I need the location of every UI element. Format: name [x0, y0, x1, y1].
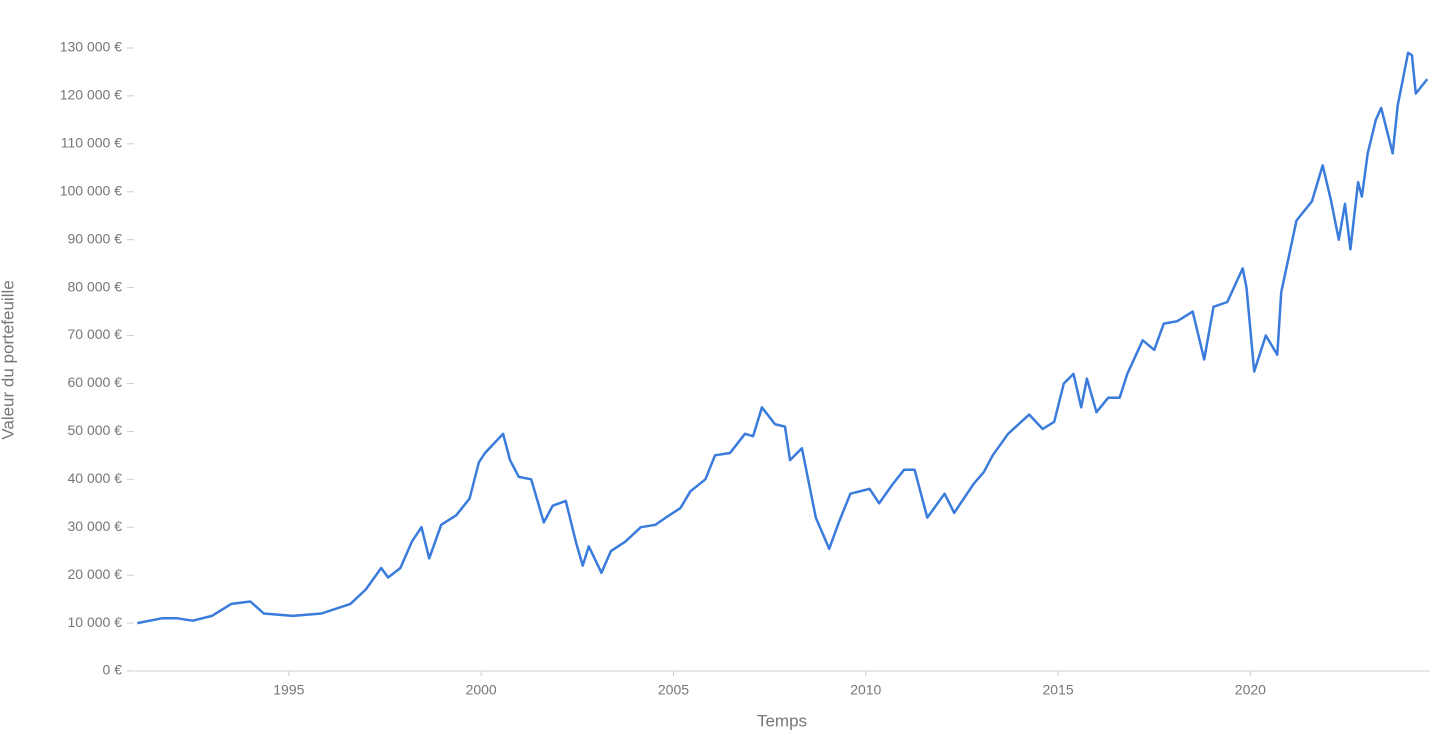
y-tick-label: 120 000 € [60, 87, 122, 103]
x-tick-label: 2010 [850, 682, 881, 698]
y-tick-label: 80 000 € [68, 278, 123, 294]
y-tick-label: 100 000 € [60, 182, 122, 198]
x-tick-label: 2000 [466, 682, 497, 698]
y-axis-title: Valeur du portefeuille [0, 280, 17, 439]
y-tick-label: 50 000 € [68, 422, 123, 438]
y-tick-label: 40 000 € [68, 470, 123, 486]
y-tick-label: 30 000 € [68, 518, 123, 534]
y-tick-label: 90 000 € [68, 230, 123, 246]
x-tick-label: 2015 [1042, 682, 1073, 698]
y-tick-label: 130 000 € [60, 39, 122, 55]
x-axis-title: Temps [757, 711, 807, 730]
y-tick-label: 60 000 € [68, 374, 123, 390]
x-tick-label: 1995 [273, 682, 304, 698]
x-tick-label: 2005 [658, 682, 689, 698]
line-series [137, 51, 1429, 625]
y-tick-label: 0 € [103, 662, 123, 678]
y-tick-label: 20 000 € [68, 566, 123, 582]
y-tick-label: 10 000 € [68, 614, 123, 630]
x-tick-label: 2020 [1235, 682, 1266, 698]
y-tick-label: 70 000 € [68, 326, 123, 342]
y-tick-label: 110 000 € [61, 135, 122, 151]
